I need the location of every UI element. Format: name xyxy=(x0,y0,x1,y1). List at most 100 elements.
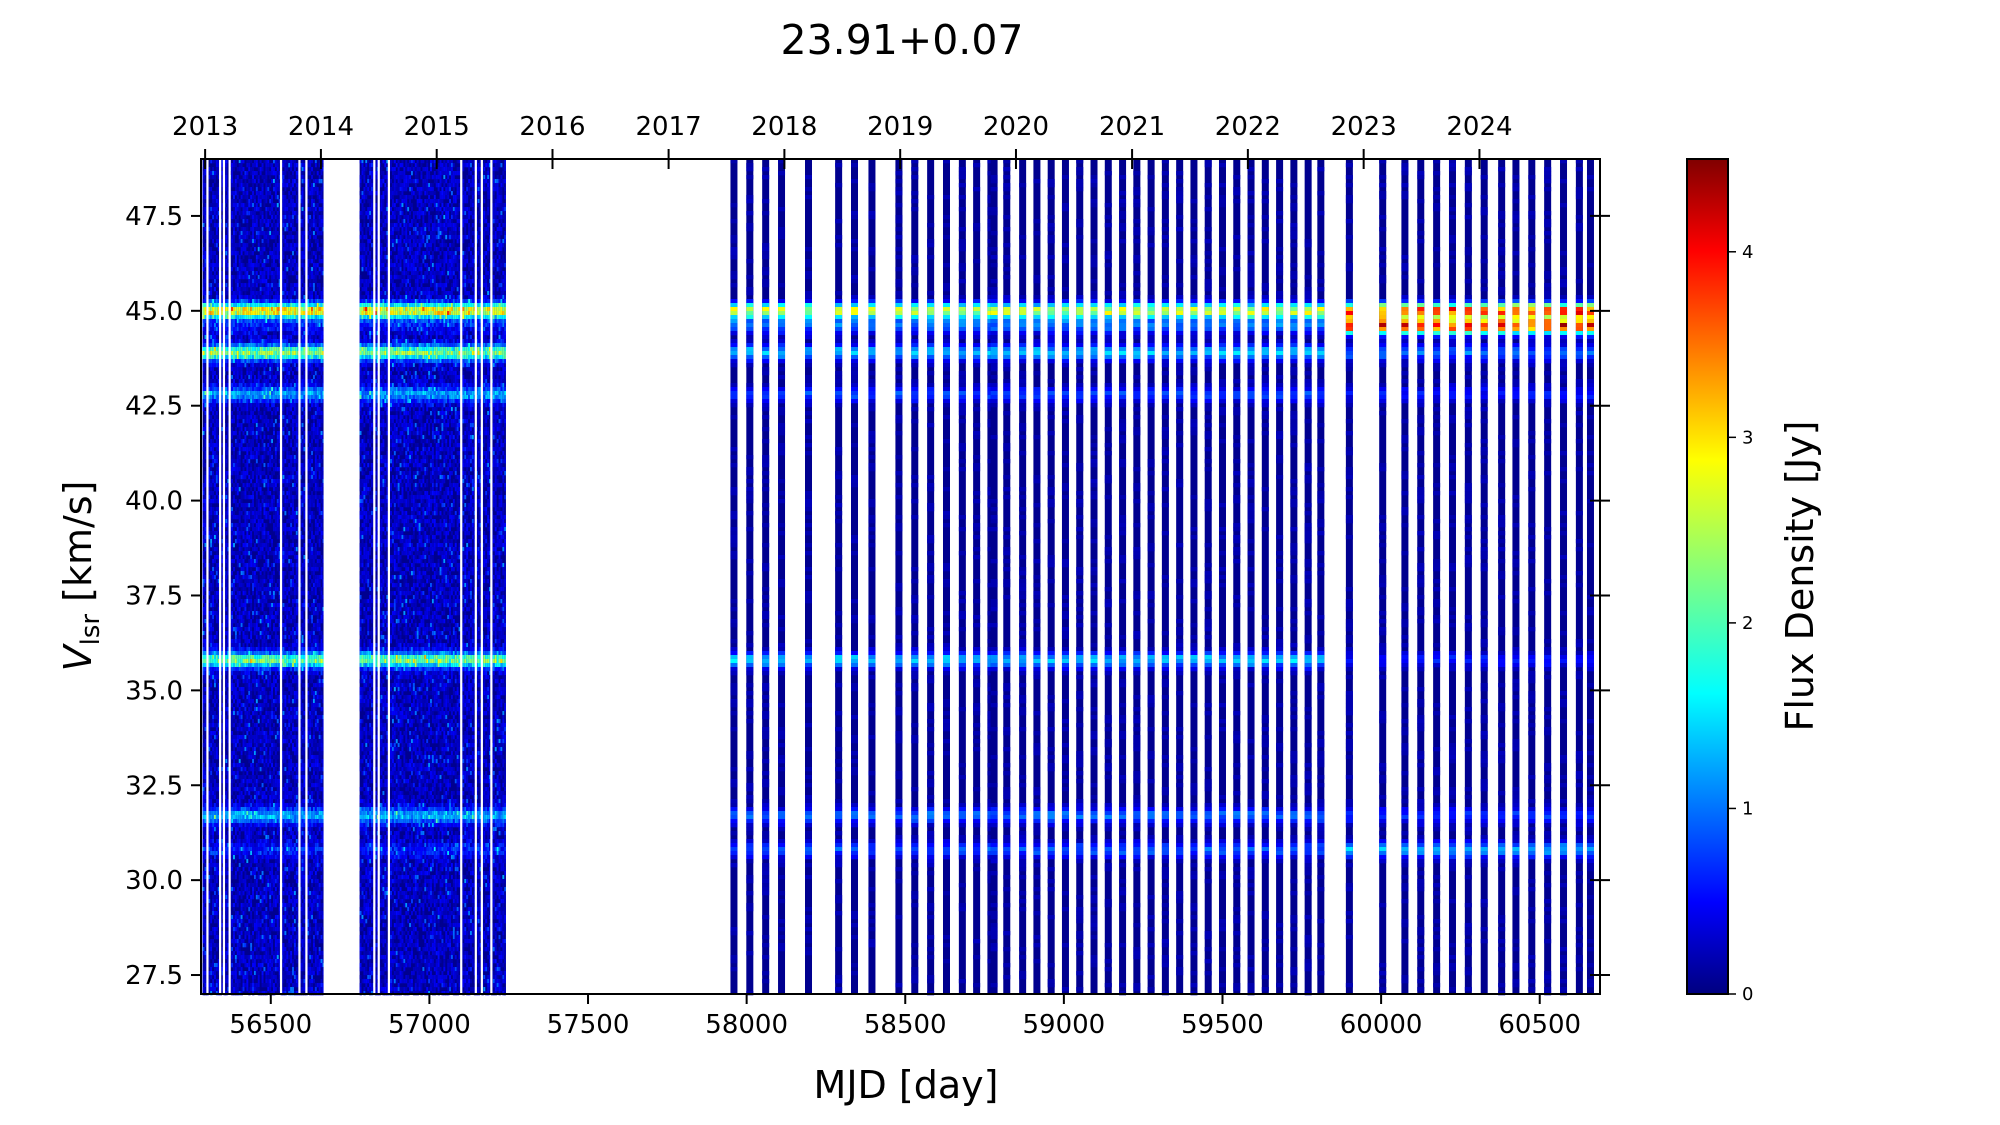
x-tick-label: 57500 xyxy=(547,1010,630,1040)
top-tick-label: 2023 xyxy=(1331,112,1397,142)
epoch-column xyxy=(1576,159,1583,994)
epoch-column xyxy=(1379,159,1386,994)
epoch-column xyxy=(1481,159,1488,994)
epoch-column xyxy=(746,159,753,995)
epoch-column xyxy=(1449,159,1456,994)
epoch-column xyxy=(1076,159,1083,994)
epoch-column xyxy=(1148,159,1155,994)
epoch-column xyxy=(805,159,812,994)
top-tick-label: 2019 xyxy=(867,112,933,142)
epoch-column xyxy=(1048,159,1055,994)
top-tick-label: 2022 xyxy=(1215,112,1281,142)
epoch-column xyxy=(1133,159,1140,994)
x-tick-label: 58000 xyxy=(705,1010,788,1040)
epoch-column xyxy=(1219,159,1226,994)
observing-gap-line xyxy=(388,159,390,994)
epoch-column xyxy=(1512,159,1519,994)
top-tick-label: 2020 xyxy=(983,112,1049,142)
epoch-column xyxy=(1205,159,1212,994)
observing-gap-line xyxy=(298,159,300,994)
y-axis-title: Vlsr [km/s] xyxy=(56,481,106,672)
dense-period-0-strip xyxy=(323,159,324,995)
epoch-column xyxy=(1290,159,1297,994)
epoch-column xyxy=(1498,159,1505,995)
observing-gap-line xyxy=(373,159,375,994)
epoch-column xyxy=(1162,159,1169,995)
y-tick-label: 42.5 xyxy=(125,392,183,422)
heatmap xyxy=(203,159,1594,995)
observing-gap-line xyxy=(475,159,477,994)
epoch-column xyxy=(1003,159,1010,994)
epoch-column xyxy=(778,159,785,994)
epoch-column xyxy=(1276,159,1283,994)
top-tick-label: 2021 xyxy=(1099,112,1165,142)
colorbar-tick-label: 0 xyxy=(1742,984,1753,1005)
epoch-column xyxy=(1105,159,1112,994)
y-axis: 27.530.032.535.037.540.042.545.047.5 xyxy=(125,202,1610,991)
observing-gap-line xyxy=(229,159,231,994)
epoch-column xyxy=(1417,159,1424,994)
y-axis-title-main: V xyxy=(56,642,100,671)
epoch-column xyxy=(1433,159,1440,994)
epoch-column xyxy=(1317,159,1324,994)
colorbar-tick-label: 3 xyxy=(1742,427,1753,448)
epoch-column xyxy=(973,159,980,994)
top-tick-label: 2017 xyxy=(636,112,702,142)
y-tick-label: 27.5 xyxy=(125,961,183,991)
colorbar xyxy=(1687,159,1728,994)
top-tick-label: 2013 xyxy=(172,112,238,142)
epoch-column xyxy=(1262,159,1269,994)
epoch-column xyxy=(835,159,842,994)
chart-title: 23.91+0.07 xyxy=(780,16,1023,64)
colorbar-tick-label: 4 xyxy=(1742,242,1753,263)
y-tick-label: 40.0 xyxy=(125,487,183,517)
epoch-column xyxy=(1190,159,1197,995)
top-tick-label: 2014 xyxy=(288,112,354,142)
observing-gap-line xyxy=(219,159,221,994)
observing-gap-line xyxy=(481,159,483,994)
y-axis-title-sub: lsr xyxy=(76,614,106,646)
epoch-column xyxy=(943,159,950,994)
top-tick-label: 2024 xyxy=(1446,112,1512,142)
y-axis-title-unit: [km/s] xyxy=(56,481,100,614)
x-axis-title: MJD [day] xyxy=(814,1063,999,1107)
x-axis: 56500 57000 57500 58000 58500 59000 59500 60000… xyxy=(229,994,1581,1040)
epoch-column xyxy=(1091,159,1098,994)
x-tick-label: 60500 xyxy=(1498,1010,1581,1040)
x-tick-label: 56500 xyxy=(229,1010,312,1040)
observing-gap-line xyxy=(378,159,380,994)
epoch-column xyxy=(927,159,934,995)
epoch-column xyxy=(895,159,902,994)
epoch-column xyxy=(1401,159,1408,994)
epoch-column xyxy=(868,159,875,994)
top-tick-label: 2018 xyxy=(751,112,817,142)
y-tick-label: 30.0 xyxy=(125,866,183,896)
epoch-column xyxy=(991,159,998,994)
epoch-column xyxy=(911,159,918,994)
epoch-column xyxy=(1528,159,1535,994)
epoch-column xyxy=(762,159,769,994)
epoch-column xyxy=(1305,159,1312,995)
x-tick-label: 58500 xyxy=(864,1010,947,1040)
epoch-column xyxy=(1176,159,1183,994)
colorbar-title: Flux Density [Jy] xyxy=(1778,421,1822,732)
epoch-column xyxy=(851,159,858,994)
epoch-column xyxy=(1544,159,1551,995)
epoch-column xyxy=(1587,159,1594,994)
observing-gap-line xyxy=(280,159,282,994)
observing-gap-line xyxy=(206,159,208,994)
epoch-column xyxy=(1033,159,1040,994)
observing-gap-line xyxy=(490,159,492,994)
x-tick-label: 59000 xyxy=(1023,1010,1106,1040)
x-tick-label: 57000 xyxy=(388,1010,471,1040)
y-tick-label: 47.5 xyxy=(125,202,183,232)
colorbar-tick-label: 2 xyxy=(1742,613,1753,634)
top-tick-label: 2015 xyxy=(404,112,470,142)
observing-gap-line xyxy=(305,159,307,994)
epoch-column xyxy=(1560,159,1567,995)
epoch-column xyxy=(1346,159,1353,994)
y-tick-label: 37.5 xyxy=(125,581,183,611)
epoch-column xyxy=(1248,159,1255,995)
